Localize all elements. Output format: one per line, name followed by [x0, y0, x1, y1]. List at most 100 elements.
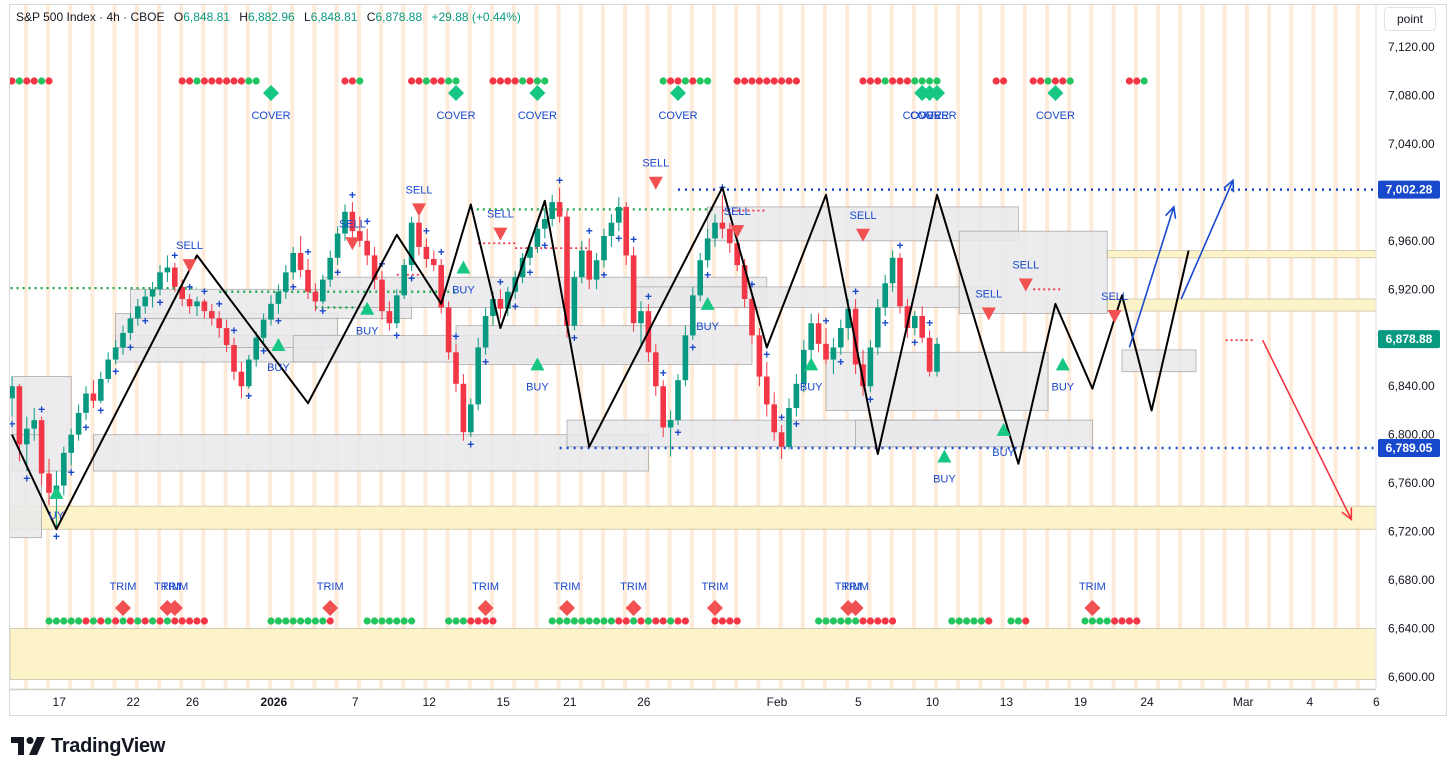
session-stripe [1089, 5, 1094, 690]
signal-dot [60, 617, 68, 625]
signal-dot [474, 617, 482, 625]
trim-diamond-icon [115, 600, 131, 616]
plus-marker: + [127, 340, 134, 354]
close-value: 6,878.88 [375, 10, 423, 24]
signal-dot [689, 77, 697, 85]
sell-label: SELL [1012, 259, 1039, 271]
signal-dot [763, 77, 771, 85]
candle-body [630, 255, 637, 324]
signal-dot [1014, 617, 1023, 625]
candle-body [460, 383, 467, 433]
plus-marker: + [837, 355, 844, 369]
plus-marker: + [438, 245, 445, 259]
candle-body [98, 378, 104, 401]
candle-body [793, 383, 800, 409]
session-stripe [1111, 5, 1116, 690]
signal-dot [1, 77, 8, 84]
candle-body [423, 246, 430, 260]
candle-body [238, 371, 245, 387]
session-stripe [1200, 5, 1205, 690]
signal-dot [1140, 77, 1148, 85]
candle-body [312, 291, 319, 302]
x-tick-label: 2026 [260, 695, 287, 709]
candle-body [593, 260, 600, 280]
signal-dot [141, 617, 149, 625]
candle-body [527, 246, 533, 258]
signal-dot [674, 77, 682, 85]
signal-dot [297, 617, 305, 625]
signal-dot [1088, 617, 1096, 625]
sell-triangle-icon [1018, 278, 1033, 292]
signal-dot [615, 617, 623, 625]
signal-dot [67, 617, 75, 625]
y-tick-label: 6,920.00 [1388, 282, 1435, 296]
x-tick-label: 26 [186, 695, 200, 709]
bottom-dot-row [45, 617, 1141, 625]
plus-marker: + [512, 299, 519, 313]
candle-body [334, 233, 341, 258]
buy-triangle-icon [360, 301, 375, 315]
session-stripe [23, 5, 28, 690]
trim-label: TRIM [472, 581, 499, 593]
signal-dot [430, 77, 438, 85]
y-tick-label: 7,080.00 [1388, 88, 1435, 102]
candle-body [904, 306, 911, 329]
session-stripe [1244, 5, 1249, 690]
candle-body [875, 307, 881, 348]
plus-marker: + [689, 340, 696, 354]
x-tick-label: 26 [637, 695, 651, 709]
signal-dot [341, 77, 349, 85]
candle-body [586, 250, 592, 280]
candle-body [342, 211, 348, 234]
sell-triangle-icon [730, 225, 745, 239]
cover-label: COVER [436, 110, 475, 122]
signal-dot [1059, 77, 1067, 85]
signal-dot [1118, 617, 1126, 625]
plus-marker: + [68, 465, 75, 479]
trim-diamond-icon [1084, 600, 1101, 616]
trim-diamond-icon [847, 600, 864, 616]
brand-name: TradingView [51, 734, 166, 757]
plus-marker: + [586, 224, 593, 238]
candle-body [727, 228, 733, 244]
signal-dot [245, 77, 253, 85]
signal-dot [696, 77, 704, 85]
order-block-box [855, 419, 1093, 448]
plus-marker: + [793, 417, 800, 431]
candle-body [246, 359, 252, 387]
candle-body [608, 222, 615, 236]
candle-body [357, 231, 363, 241]
session-stripe [978, 5, 983, 690]
session-stripe [1178, 5, 1183, 690]
candle-body [653, 352, 659, 387]
candle-body [112, 347, 119, 360]
candle-body [675, 380, 681, 421]
price-label-text: 6,789.05 [1386, 441, 1433, 455]
x-tick-label: Feb [767, 695, 788, 709]
brand-logo[interactable]: TradingView [11, 733, 165, 759]
signal-dot [393, 617, 401, 625]
session-stripe [1156, 5, 1160, 690]
candle-body [386, 311, 393, 324]
y-tick-label: 6,600.00 [1388, 670, 1435, 684]
candles [10, 187, 940, 530]
signal-dot [193, 617, 201, 625]
candle-body [253, 337, 259, 360]
plus-marker: + [526, 265, 533, 279]
session-stripe [911, 5, 916, 690]
plus-marker: + [304, 245, 311, 259]
signal-dot [75, 617, 83, 625]
candle-body [482, 315, 489, 348]
open-label: O [173, 10, 184, 24]
symbol-info[interactable]: S&P 500 Index · 4h · CBOE [16, 10, 165, 24]
plus-marker: + [186, 280, 193, 294]
order-block-box [93, 434, 649, 472]
trim-diamond-icon [477, 600, 494, 616]
candle-body [38, 420, 45, 474]
signal-dot [659, 617, 667, 625]
x-tick-label: 12 [423, 695, 437, 709]
price-unit-button[interactable]: point [1384, 7, 1436, 31]
session-stripe [1333, 5, 1338, 690]
signal-dot [378, 617, 386, 625]
